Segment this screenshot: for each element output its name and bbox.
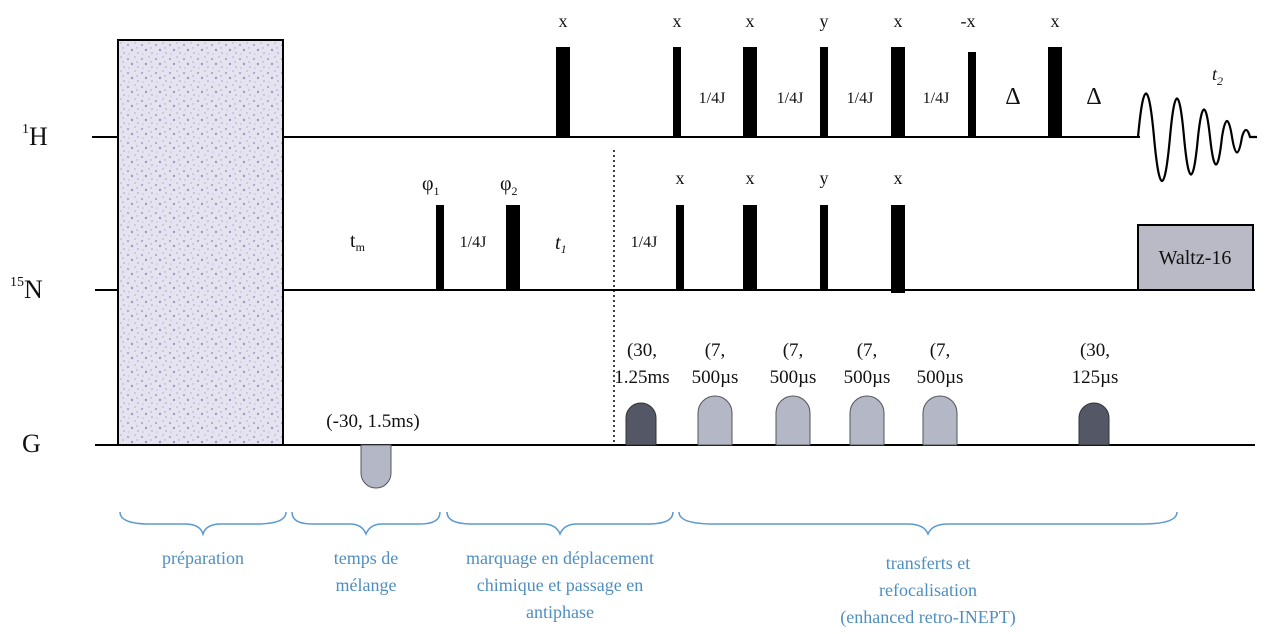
gradient-label: 125µs <box>1072 367 1119 388</box>
n-pulse <box>743 205 757 290</box>
gradient-pulse-negative <box>360 444 392 489</box>
section-brace <box>119 511 287 537</box>
fid-signal <box>1136 92 1257 183</box>
n-pulse <box>820 205 828 290</box>
n-pulse <box>891 205 905 293</box>
channel-label-h: 1H <box>22 122 48 151</box>
gradient-label: (30, <box>627 340 657 361</box>
section-label: préparation <box>162 548 244 568</box>
gradient-pulse <box>849 395 885 446</box>
h-pulse <box>820 47 828 137</box>
waltz-label: Waltz-16 <box>1159 247 1232 269</box>
t1-label: t1 <box>555 232 567 256</box>
h-phase-label: x <box>559 11 568 31</box>
n-phase-label: x <box>676 168 685 188</box>
gradient-label: (-30, 1.5ms) <box>326 411 419 432</box>
channel-label-g: G <box>22 429 41 458</box>
section-label: (enhanced retro-INEPT) <box>840 607 1015 628</box>
h-phase-label: x <box>1051 11 1060 31</box>
gradient-pulse <box>922 395 958 446</box>
n-phase-label: x <box>894 168 903 188</box>
n-pulse <box>506 205 520 290</box>
n-pulse <box>676 205 684 290</box>
section-label: mélange <box>336 575 397 595</box>
gradient-label: 500µs <box>917 367 964 388</box>
h-phase-label: x <box>746 11 755 31</box>
section-label: marquage en déplacement <box>466 548 654 568</box>
section-label: antiphase <box>526 602 594 622</box>
h-delay-label: Δ <box>1086 84 1101 110</box>
section-label: transferts et <box>886 553 970 573</box>
gradient-label: 500µs <box>692 367 739 388</box>
h-delay-label: 1/4J <box>777 90 804 107</box>
section-label: temps de <box>334 548 399 568</box>
gradient-label: (30, <box>1080 340 1110 361</box>
n-phase-label: x <box>746 168 755 188</box>
h-phase-label: x <box>673 11 682 31</box>
h-pulse <box>891 47 905 137</box>
section-brace <box>446 511 674 537</box>
h-delay-label: Δ <box>1005 84 1020 110</box>
gradient-pulse <box>697 395 733 446</box>
gradient-label: 500µs <box>844 367 891 388</box>
gradient-label: 500µs <box>770 367 817 388</box>
section-brace <box>291 511 441 537</box>
h-pulse <box>673 47 681 137</box>
phi1-label: φ1 <box>422 173 440 198</box>
h-delay-label: 1/4J <box>847 90 874 107</box>
preparation-block <box>117 39 284 446</box>
gradient-pulse <box>1078 402 1110 446</box>
channel-label-n: 15N <box>10 275 43 304</box>
h-pulse <box>556 47 570 137</box>
h-pulse <box>968 52 976 137</box>
gradient-label: (7, <box>930 340 951 361</box>
gradient-label: (7, <box>783 340 804 361</box>
h-delay-label: 1/4J <box>923 90 950 107</box>
gradient-label: 1.25ms <box>614 367 669 388</box>
n-delay-label: 1/4J <box>460 234 487 251</box>
t2-label: t2 <box>1212 64 1223 88</box>
n-delay-label: 1/4J <box>631 234 658 251</box>
gradient-label: (7, <box>857 340 878 361</box>
h-pulse <box>743 47 757 137</box>
tm-label: tm <box>350 230 366 254</box>
section-label: chimique et passage en <box>477 575 643 595</box>
n-pulse <box>436 205 444 290</box>
gradient-pulse <box>625 402 657 446</box>
section-label: refocalisation <box>879 580 977 600</box>
n-phase-label: y <box>820 168 829 188</box>
section-brace <box>678 511 1178 537</box>
h-delay-label: 1/4J <box>699 90 726 107</box>
gradient-pulse <box>775 395 811 446</box>
waltz-box <box>1137 224 1254 291</box>
h-pulse <box>1048 47 1062 137</box>
gradient-label: (7, <box>705 340 726 361</box>
h-phase-label: y <box>820 11 829 31</box>
phi2-label: φ2 <box>500 173 518 198</box>
h-phase-label: x <box>894 11 903 31</box>
h-phase-label: -x <box>961 11 976 31</box>
